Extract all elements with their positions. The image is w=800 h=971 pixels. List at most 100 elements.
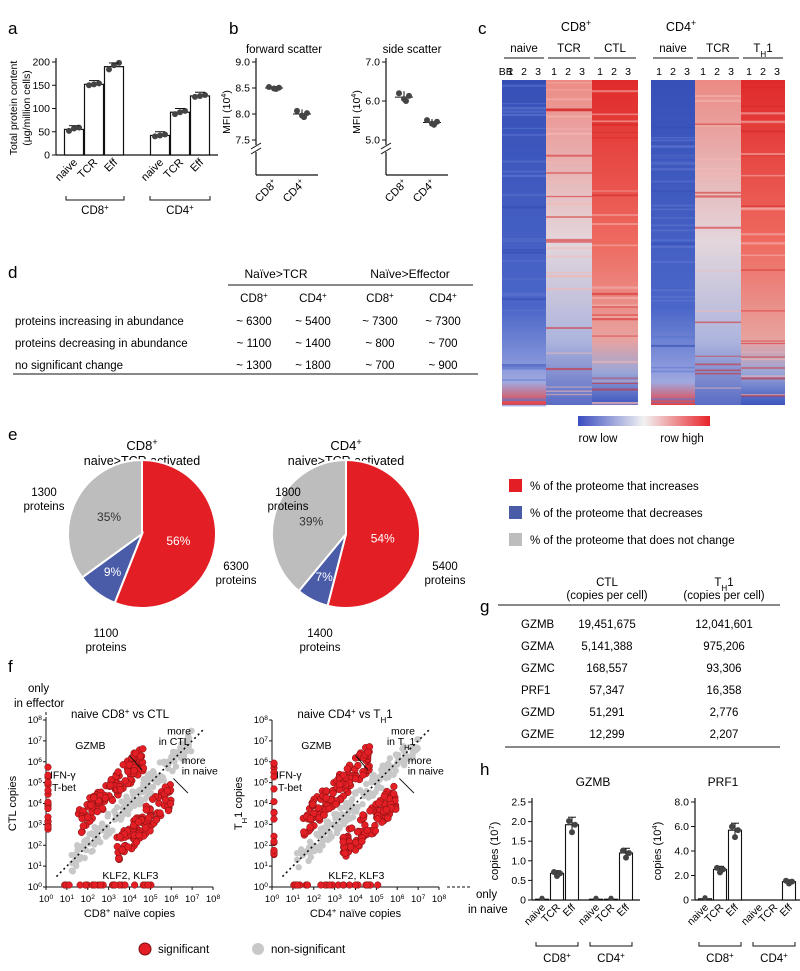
panel-e-slice-label: 7% [315,570,333,584]
panel-c-heatmap-row [546,240,592,243]
panel-d-cell: ~ 1800 [295,360,331,372]
panel-h-category-label: Eff [615,902,632,919]
panel-c-heatmap-row [592,113,638,116]
panel-f-point-nonsig [306,838,314,845]
panel-a-point [111,62,117,69]
panel-h-category-label: TCR [702,901,726,925]
panel-c-heatmap-row [651,295,695,298]
panel-f-point-axis [44,771,52,779]
panel-d-cell: ~ 800 [365,338,394,350]
panel-g-col1-unit: (copies per cell) [566,590,647,602]
panel-g-th1-value: 975,206 [703,641,745,653]
panel-f-more-label-part: 1 [409,736,415,748]
panel-h-ytick-label: 2.0 [511,816,526,828]
panel-f-point-nonsig [82,846,90,854]
panel-f-ytick-label-part: 10 [254,861,265,872]
panel-b-ylabel-part: MFI (10 [221,98,233,134]
panel-f-more-naive: in naive [408,765,444,777]
panel-b-category-label-part: + [267,176,277,186]
panel-f-ytick-label-part: 10 [28,778,39,789]
panel-label-d: d [8,263,17,282]
panel-c-heatmap-row [592,306,638,308]
panel-h-ylabel-part: copies (10 [489,830,501,881]
panel-g-col2-unit: (copies per cell) [683,590,764,602]
panel-e-count-unit: proteins [425,575,466,587]
panel-f-xtick-label-part: 0 [275,894,279,901]
panel-f-point-sig [130,766,138,775]
panel-f-ytick-label: 100 [28,882,43,894]
panel-f-point-nonsig [169,748,177,756]
panel-f-ylabel: CTL copies [7,775,19,831]
panel-a-point [202,92,208,99]
panel-c-replicate-label: 2 [670,66,676,78]
panel-c-heatmap-row [651,154,695,156]
panel-g-col2-header-part: H [721,584,727,593]
panel-c-heatmap-row [502,260,546,262]
panel-h-point [729,823,735,830]
panel-c-heatmap-row [651,289,695,292]
panel-e-pie-title: CD8+ [126,437,157,453]
panel-f-point-nonsig [104,810,112,818]
panel-g-table: CTL(copies per cell)TH1(copies per cell)… [498,577,780,748]
panel-f-point-nonsig [169,767,176,775]
panel-f-ytick-label-part: 7 [38,735,42,742]
panel-f-title-part: + [125,707,130,716]
panel-g-gene: GZMD [521,707,555,719]
panel-h-point [569,829,575,836]
panel-f-point-sig [139,764,148,772]
panel-f-ytick-label-part: 3 [264,819,268,826]
panel-c-heatmap-row [695,310,741,312]
panel-c-group-label: TCR [706,43,730,55]
panel-a-group-label: CD8+ [81,203,109,218]
panel-e-count-unit: proteins [24,501,65,513]
panel-f-point-nonsig [324,836,332,844]
panel-d-col-header-part: CD4 [299,293,323,305]
panel-c-heatmap-row [741,394,785,397]
panel-f-xtick-label-part: 5 [380,894,384,901]
panel-f-xtick-label: 103 [101,894,116,906]
panel-c-heatmap-row [651,180,695,183]
panel-a: a Total protein content (µg/million cell… [8,19,218,217]
panel-h-ylabel: copies (107) [487,822,502,881]
panel-c-heatmap-row [592,335,638,337]
panel-g-ctl-value: 168,557 [586,663,628,675]
panel-f-ytick-label: 108 [28,715,43,727]
panel-c-heatmap-row [651,239,695,242]
panel-f-ytick-label: 103 [28,819,43,831]
panel-f-point-nonsig [76,856,83,863]
panel-f-point-nonsig [123,793,130,800]
panel-f-point-axis [97,881,105,889]
panel-f-point-sig [166,799,175,808]
panel-d-cell: ~ 1100 [237,338,272,350]
panel-c-replicate-label: 3 [728,66,734,78]
panel-a-group-bracket [65,196,125,201]
panel-c-heatmap-row [502,160,546,163]
panel-f-title-part: H [380,716,386,725]
panel-c-replicate-label: 3 [684,66,690,78]
panel-c-heatmap-row [695,123,741,125]
panel-b-axis-break [250,142,262,150]
panel-f-point-sig [375,799,383,807]
panel-f-xtick-label: 105 [369,894,384,906]
panel-c-replicate-label: 1 [507,66,513,78]
panel-f-ylabel-part: H [240,818,249,824]
panel-f-xtick-label-part: 10 [164,894,175,905]
panel-c-heatmap-row [741,130,785,133]
panel-f-ytick-label-part: 10 [254,799,265,810]
panel-c-heatmap-row [502,399,546,402]
panel-c-heatmap-row [651,137,695,139]
panel-f-point-sig [390,790,398,798]
panel-f-point-nonsig [351,789,359,797]
panel-e-count-value: 5400 [432,561,458,573]
panel-f-point-nonsig [329,821,337,828]
panel-c-heatmap-row [502,321,546,324]
panel-c-group-label-part: T [753,43,760,55]
panel-f-ytick-label: 100 [254,882,269,894]
panel-c-color-legend [578,416,710,426]
panel-c-heatmap-row [651,260,695,264]
panel-f-point-nonsig [315,843,323,851]
panel-f-ytick-label-part: 5 [264,777,268,784]
panel-g-col2-header-part: 1 [727,577,733,589]
panel-c-heatmap-row [546,390,592,393]
